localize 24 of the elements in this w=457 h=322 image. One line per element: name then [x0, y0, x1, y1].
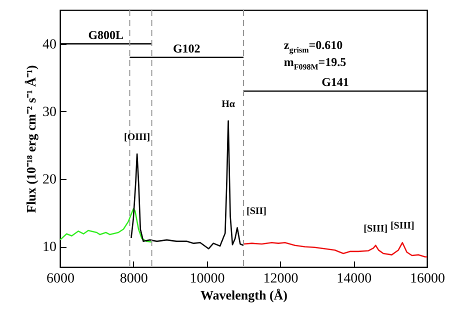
line-series [242, 242, 428, 258]
series-label: G102 [172, 41, 200, 56]
annotation: [SIII] [364, 223, 388, 234]
y-tick-label: 20 [42, 172, 56, 188]
y-tick-label: 10 [42, 240, 56, 256]
series-label: G800L [88, 28, 124, 42]
x-tick-label: 12000 [263, 272, 298, 286]
x-tick-label: 6000 [46, 272, 74, 286]
annotation: z$_{grism}$=0.610 [284, 38, 343, 54]
x-axis-title: Wavelength (Å) [200, 288, 288, 302]
y-tick-label: 40 [42, 37, 56, 52]
y-axis-title: Flux (10⁻¹⁸ erg cm⁻² s⁻¹ Å⁻¹) [24, 65, 38, 213]
annotation: m$_{F098M}$=19.5 [284, 55, 346, 72]
annotation: [SIII] [390, 220, 414, 232]
y-tick-label: 30 [42, 104, 56, 120]
series-label: G141 [322, 75, 349, 90]
line-series [59, 208, 152, 243]
x-tick-label: 8000 [120, 272, 148, 286]
x-tick-label: 16000 [410, 272, 445, 286]
annotation: [OIII] [124, 132, 150, 144]
annotation: Hα [222, 98, 236, 110]
x-tick-label: 10000 [190, 272, 225, 286]
x-tick-label: 14000 [336, 272, 372, 286]
annotation: [SII] [246, 206, 267, 217]
